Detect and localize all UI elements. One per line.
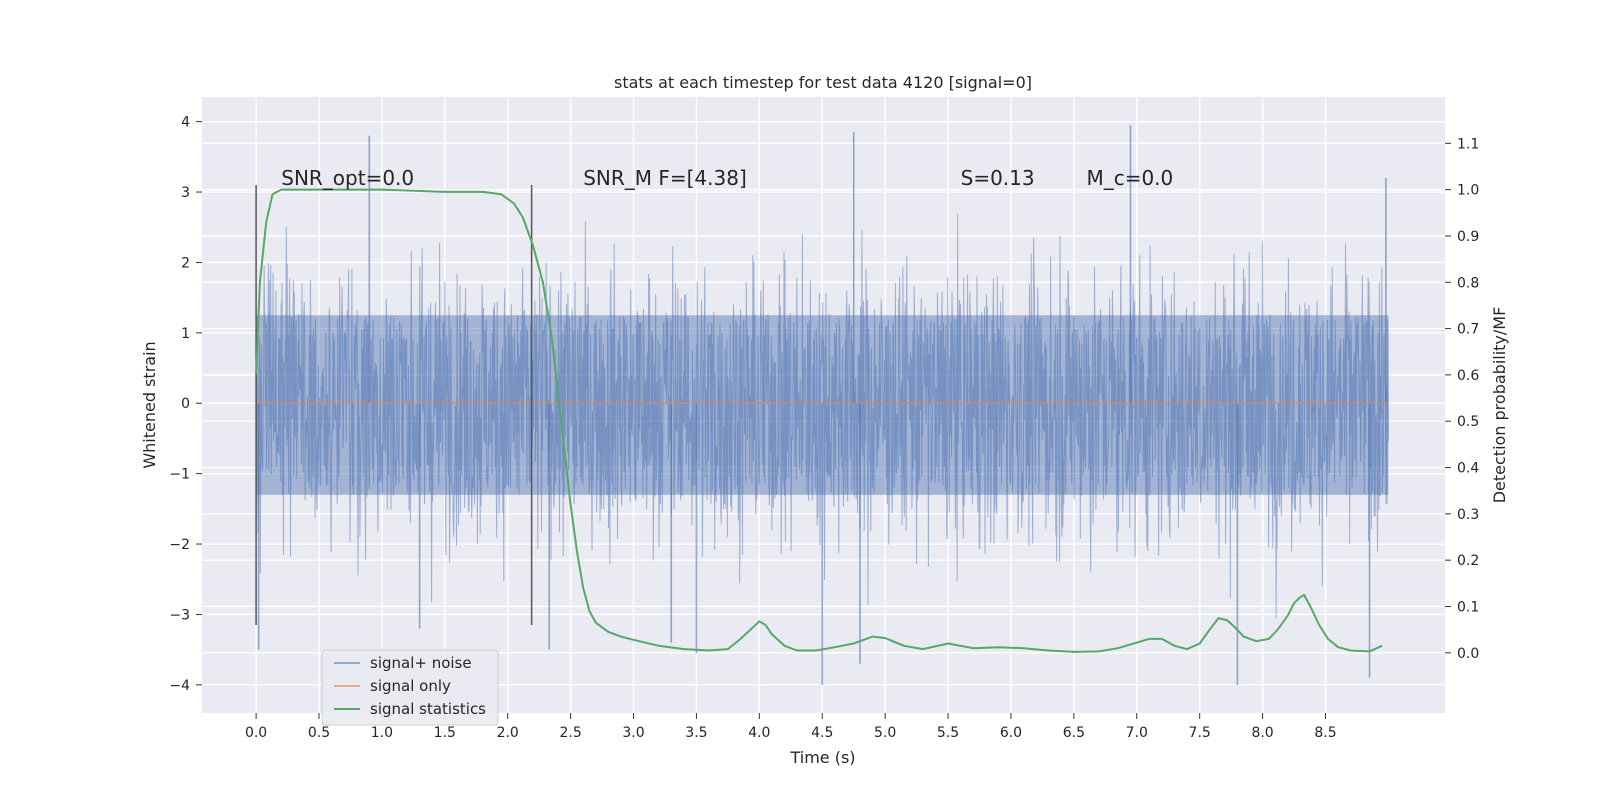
y-axis-ticks: 4 3 2 1 0 −1 −2 −3 −4 (169, 115, 202, 694)
x-tick-label: 7.0 (1126, 725, 1148, 741)
x-tick-label: 5.5 (937, 725, 959, 741)
y-axis-label: Whitened strain (140, 341, 159, 468)
right-y-tick-label: 0.1 (1457, 599, 1479, 615)
y-tick-label: 2 (181, 255, 190, 271)
x-tick-label: 2.0 (497, 725, 519, 741)
x-tick-label: 8.0 (1251, 725, 1273, 741)
right-y-axis-ticks: 1.1 1.0 0.9 0.8 0.7 0.6 0.5 0.4 0.3 0.2 0.1 0.0 (1445, 136, 1479, 662)
x-tick-label: 4.0 (748, 725, 770, 741)
legend-label-signal-noise: signal+ noise (370, 654, 472, 672)
y-tick-label: 3 (181, 185, 190, 201)
y-tick-label: −1 (169, 467, 190, 483)
y-tick-label: −4 (169, 678, 190, 694)
right-y-tick-label: 0.3 (1457, 507, 1479, 523)
x-tick-label: 4.5 (811, 725, 833, 741)
right-y-tick-label: 0.9 (1457, 229, 1479, 245)
x-tick-label: 2.5 (559, 725, 581, 741)
right-y-tick-label: 0.7 (1457, 322, 1479, 338)
legend-label-signal-statistics: signal statistics (370, 700, 486, 718)
y-tick-label: 1 (181, 326, 190, 342)
legend: signal+ noise signal only signal statist… (321, 649, 499, 726)
right-y-tick-label: 0.8 (1457, 275, 1479, 291)
legend-label-signal-only: signal only (370, 677, 451, 695)
right-y-tick-label: 1.0 (1457, 183, 1479, 199)
x-tick-label: 0.0 (245, 725, 267, 741)
signal-statistics-line (255, 188, 1383, 653)
series-signal-noise (255, 125, 1389, 685)
x-tick-label: 7.5 (1189, 725, 1211, 741)
x-tick-label: 0.5 (308, 725, 330, 741)
x-tick-label: 8.5 (1314, 725, 1336, 741)
chart-title: stats at each timestep for test data 412… (614, 73, 1032, 92)
annotation-0: SNR_opt=0.0 (281, 166, 414, 190)
right-y-tick-label: 0.2 (1457, 553, 1479, 569)
right-y-axis-label: Detection probability/MF (1490, 307, 1509, 504)
legend-box (321, 649, 499, 726)
signal-noise-trace (255, 214, 1389, 619)
x-tick-label: 5.0 (874, 725, 896, 741)
annotations: SNR_opt=0.0 SNR_M F=[4.38] S=0.13 M_c=0.0 (281, 166, 1173, 190)
vertical-markers (255, 185, 533, 625)
y-tick-label: −3 (169, 607, 190, 623)
x-tick-label: 1.5 (434, 725, 456, 741)
right-y-tick-label: 0.4 (1457, 461, 1479, 477)
right-y-tick-label: 0.6 (1457, 368, 1479, 384)
annotation-2: S=0.13 (961, 166, 1035, 190)
x-tick-label: 3.0 (622, 725, 644, 741)
x-tick-label: 1.0 (371, 725, 393, 741)
right-y-tick-label: 1.1 (1457, 136, 1479, 152)
y-tick-label: 4 (181, 115, 190, 131)
annotation-1: SNR_M F=[4.38] (583, 166, 747, 190)
right-y-tick-label: 0.5 (1457, 414, 1479, 430)
x-tick-label: 6.0 (1000, 725, 1022, 741)
y-tick-label: −2 (169, 537, 190, 553)
x-axis-label: Time (s) (789, 748, 855, 767)
x-axis-ticks: 0.0 0.5 1.0 1.5 2.0 2.5 3.0 3.5 4.0 4.5 5.0 5.5 6.0 6… (245, 713, 1337, 741)
right-y-tick-label: 0.0 (1457, 646, 1479, 662)
y-tick-label: 0 (181, 396, 190, 412)
annotation-3: M_c=0.0 (1086, 166, 1173, 190)
series-signal-statistics (255, 188, 1383, 653)
x-tick-label: 3.5 (685, 725, 707, 741)
x-tick-label: 6.5 (1063, 725, 1085, 741)
